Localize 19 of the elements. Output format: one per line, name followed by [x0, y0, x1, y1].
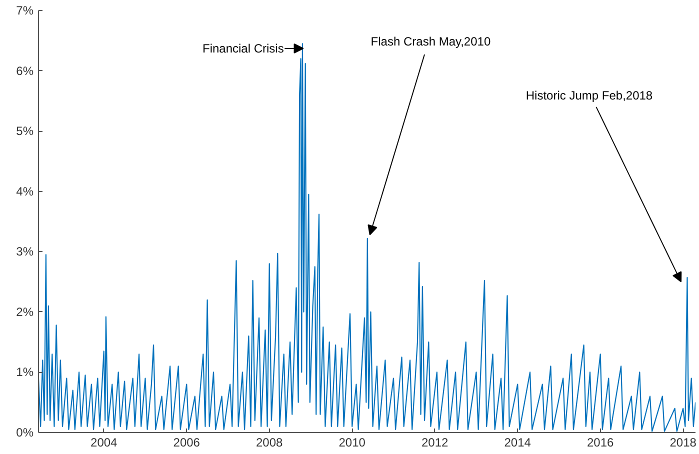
y-tick-label: 3% — [16, 244, 34, 259]
y-tick-label: 5% — [16, 124, 34, 138]
x-tick-label: 2018 — [670, 436, 697, 450]
y-tick-label: 0% — [16, 426, 34, 440]
annotation: Flash Crash May,2010 — [370, 34, 491, 48]
annotation: Historic Jump Feb,2018 — [526, 88, 653, 103]
y-tick-label: 4% — [16, 184, 34, 198]
x-tick-label: 2016 — [586, 436, 614, 450]
x-tick-label: 2014 — [504, 436, 532, 450]
y-tick-label: 1% — [16, 365, 34, 380]
y-tick-label: 2% — [16, 304, 34, 319]
x-tick-label: 2012 — [422, 436, 449, 450]
x-tick-label: 2008 — [256, 436, 284, 450]
y-tick-label: 7% — [16, 4, 34, 18]
y-tick-label: 6% — [16, 64, 34, 78]
x-tick-label: 2010 — [338, 436, 366, 450]
x-tick-label: 2004 — [90, 436, 118, 450]
x-tick-label: 2006 — [173, 436, 200, 450]
annotation: Financial Crisis — [202, 41, 284, 56]
